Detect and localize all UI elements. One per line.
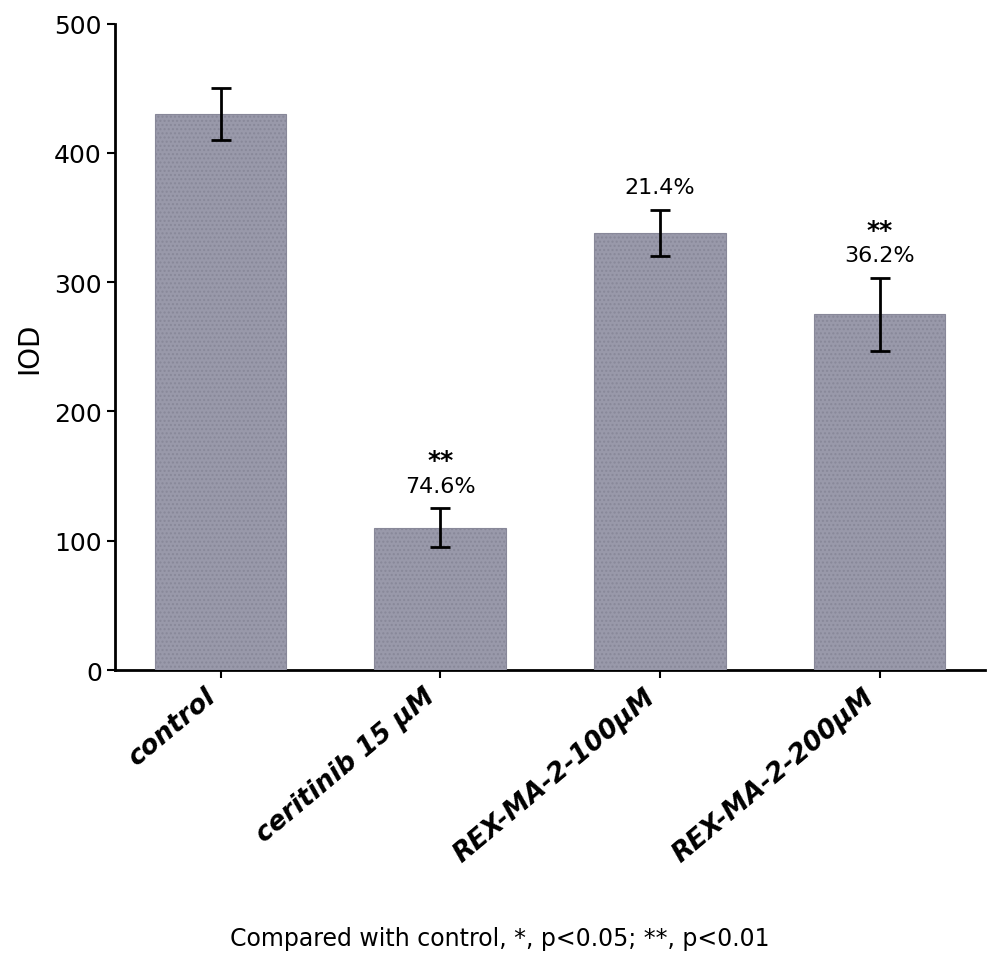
Text: **: ** bbox=[866, 219, 893, 243]
Text: 21.4%: 21.4% bbox=[625, 177, 695, 198]
Bar bbox=[594, 234, 726, 671]
Text: 74.6%: 74.6% bbox=[405, 476, 475, 496]
Bar bbox=[155, 115, 286, 671]
Text: **: ** bbox=[427, 449, 453, 473]
Y-axis label: IOD: IOD bbox=[15, 322, 43, 373]
Text: Compared with control, *, p<0.05; **, p<0.01: Compared with control, *, p<0.05; **, p<… bbox=[230, 925, 770, 950]
Bar bbox=[374, 528, 506, 671]
Bar bbox=[814, 315, 945, 671]
Text: 36.2%: 36.2% bbox=[844, 246, 915, 266]
